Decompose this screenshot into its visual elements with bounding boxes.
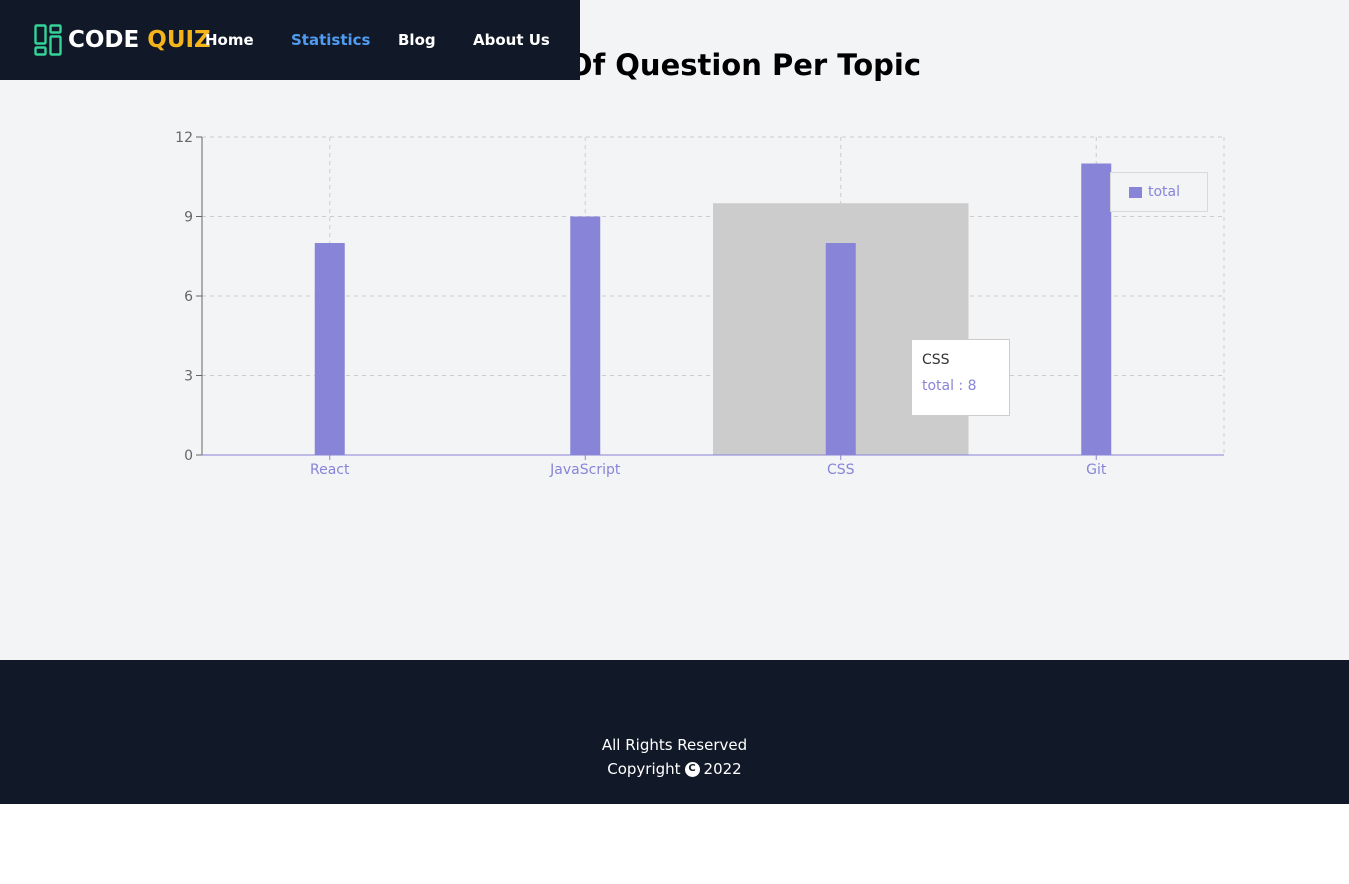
chart-tooltip: CSS total : 8 [911,339,1010,416]
bar-series [314,163,1112,455]
logo-text: CODE QUIZ [68,27,211,53]
logo-text-code: CODE [68,27,140,53]
chart-axes: 0 3 6 9 12 React JavaScript CSS Git [175,130,1224,478]
y-tick-label: 9 [184,210,193,226]
page-background [0,0,1349,660]
legend-swatch-icon [1129,186,1142,198]
x-tick-label-git: Git [1086,462,1107,478]
bar-css [825,243,856,455]
bar-git [1081,163,1112,455]
nav-link-home[interactable]: Home [205,31,254,49]
footer: All Rights Reserved Copyright C 2022 [0,660,1349,804]
x-tick-label-react: React [310,462,350,478]
bar-javascript [570,216,601,455]
x-tick-label-css: CSS [827,462,855,478]
footer-rights-text: All Rights Reserved [601,736,748,754]
footer-copyright: Copyright C 2022 [0,757,1349,781]
copyright-icon: C [684,761,700,777]
y-tick-label: 3 [184,369,193,385]
x-tick-label-javascript: JavaScript [549,462,621,478]
bar-react [314,243,345,455]
y-tick-label: 6 [184,289,193,305]
y-tick-label: 0 [184,448,193,464]
nav-link-statistics[interactable]: Statistics [291,31,371,49]
site-logo[interactable]: CODE QUIZ [34,24,211,56]
legend-label: total [1148,184,1181,200]
tooltip-value: total : 8 [922,378,977,394]
copyright-year: 2022 [703,760,742,778]
y-tick-label: 12 [175,130,193,146]
copyright-label: Copyright [607,760,681,778]
nav-link-about-us[interactable]: About Us [473,31,550,49]
navbar: CODE QUIZ Home Statistics Blog About Us [0,0,580,80]
chart-legend[interactable]: total [1110,172,1208,212]
bar-chart: 0 3 6 9 12 React JavaScript CSS Git [175,130,1225,478]
nav-link-blog[interactable]: Blog [398,31,436,49]
dashboard-grid-icon [34,24,62,56]
logo-text-quiz: QUIZ [147,27,211,53]
tooltip-label: CSS [922,352,950,368]
